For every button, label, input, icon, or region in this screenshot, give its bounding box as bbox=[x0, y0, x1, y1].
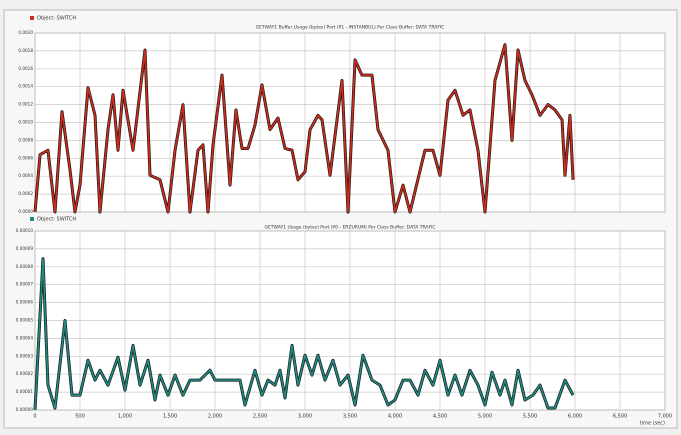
y-tick-label: 0.0012 bbox=[18, 102, 33, 107]
x-tick-label: 1,000 bbox=[118, 414, 132, 420]
x-tick-label: 4,000 bbox=[388, 414, 402, 420]
y-tick-label: 0.00000 bbox=[16, 407, 34, 412]
legend-label: Object: SWITCH bbox=[37, 16, 76, 22]
x-tick-label: 5,000 bbox=[478, 414, 492, 420]
x-tick-label: 1,500 bbox=[163, 414, 177, 420]
legend-label: Object: SWITCH bbox=[37, 217, 76, 223]
y-tick-label: 0.00009 bbox=[16, 246, 34, 251]
x-tick-label: 7,000 bbox=[658, 414, 672, 420]
x-tick-label: 500 bbox=[75, 414, 85, 420]
x-tick-label: 2,000 bbox=[208, 414, 222, 420]
x-tick-label: 6,000 bbox=[568, 414, 582, 420]
x-axis-label: time (sec) bbox=[640, 421, 665, 427]
y-tick-label: 0.00001 bbox=[16, 389, 34, 394]
y-tick-label: 0.00006 bbox=[16, 300, 34, 305]
y-tick-label: 0.0008 bbox=[18, 137, 33, 142]
y-tick-label: 0.00003 bbox=[16, 353, 34, 358]
x-tick-label: 3,500 bbox=[343, 414, 357, 420]
line-series bbox=[34, 257, 574, 411]
x-tick-label: 2,500 bbox=[253, 414, 267, 420]
y-tick-label: 0.00010 bbox=[16, 228, 34, 233]
legend-swatch bbox=[30, 217, 34, 221]
y-tick-label: 0.0020 bbox=[18, 30, 33, 35]
y-tick-label: 0.00007 bbox=[16, 282, 34, 287]
y-tick-label: 0.0010 bbox=[18, 120, 33, 125]
y-tick-label: 0.0000 bbox=[18, 209, 33, 214]
x-tick-label: 0 bbox=[33, 414, 36, 420]
panel-title: GETWAY1 Usage (bytes) Port (P0 - ERZURUM… bbox=[264, 225, 435, 231]
y-tick-label: 0.0004 bbox=[18, 173, 33, 178]
panel-title: GETWAY1 Buffer Usage (bytes) Port (P1 - … bbox=[256, 25, 445, 31]
x-tick-label: 3,000 bbox=[298, 414, 312, 420]
y-tick-label: 0.0006 bbox=[18, 155, 33, 160]
y-tick-label: 0.00004 bbox=[16, 335, 34, 340]
line-series bbox=[34, 43, 574, 213]
y-tick-label: 0.00002 bbox=[16, 371, 34, 376]
y-tick-label: 0.00008 bbox=[16, 264, 34, 269]
x-tick-label: 6,500 bbox=[613, 414, 627, 420]
y-tick-label: 0.0018 bbox=[18, 48, 33, 53]
x-tick-label: 5,500 bbox=[523, 414, 537, 420]
legend-swatch bbox=[30, 16, 34, 20]
y-tick-label: 0.0016 bbox=[18, 66, 33, 71]
y-tick-label: 0.00005 bbox=[16, 318, 34, 323]
x-tick-label: 4,500 bbox=[433, 414, 447, 420]
y-tick-label: 0.0014 bbox=[18, 84, 33, 89]
y-tick-label: 0.0002 bbox=[18, 191, 33, 196]
